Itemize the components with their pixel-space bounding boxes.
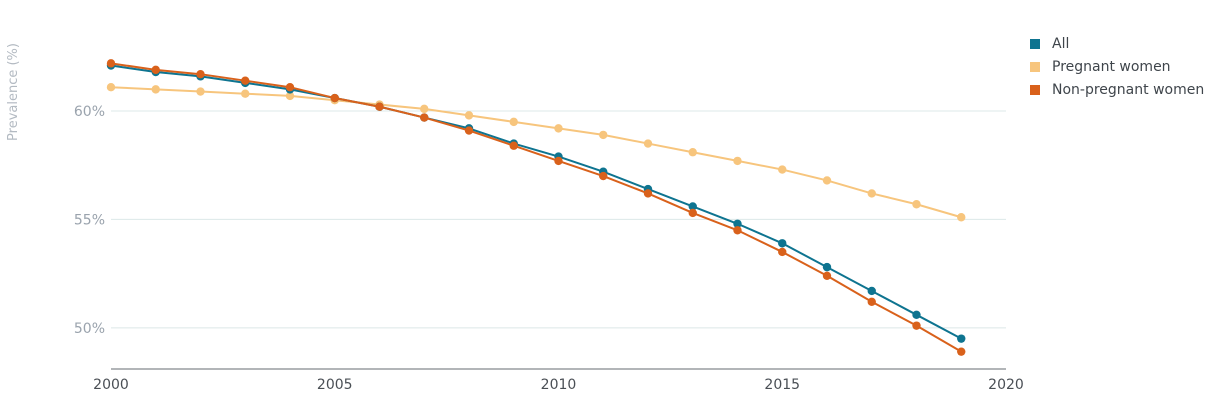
data-point bbox=[464, 111, 474, 120]
data-point bbox=[106, 82, 116, 92]
y-tick-label: 50% bbox=[74, 321, 105, 337]
series-line bbox=[110, 86, 962, 219]
data-point bbox=[778, 165, 787, 174]
series-all bbox=[106, 61, 966, 343]
y-axis-title: Prevalence (%) bbox=[6, 43, 21, 141]
legend-label: Pregnant women bbox=[1052, 58, 1171, 75]
legend-label: Non-pregnant women bbox=[1052, 81, 1205, 98]
x-tick-label: 2015 bbox=[764, 377, 800, 393]
data-point bbox=[688, 202, 697, 211]
data-point bbox=[464, 126, 474, 135]
data-point bbox=[509, 141, 518, 150]
data-point bbox=[285, 82, 295, 92]
data-point bbox=[375, 102, 384, 111]
legend-swatch-icon bbox=[1030, 84, 1040, 95]
legend-label: All bbox=[1052, 35, 1070, 52]
data-point bbox=[554, 124, 563, 133]
data-point bbox=[643, 139, 653, 148]
legend-item[interactable]: Non-pregnant women bbox=[1030, 78, 1204, 101]
data-point bbox=[733, 156, 742, 166]
data-point bbox=[420, 104, 429, 114]
x-tick-labels: 2000 2005 2010 2015 2020 bbox=[93, 377, 1024, 393]
legend-swatch-icon bbox=[1030, 61, 1040, 72]
data-point bbox=[151, 65, 160, 75]
data-point bbox=[957, 347, 966, 356]
data-point bbox=[778, 239, 787, 248]
series-lines bbox=[106, 59, 966, 356]
data-point bbox=[867, 189, 876, 198]
data-point bbox=[241, 76, 250, 85]
data-point bbox=[106, 59, 116, 68]
data-point bbox=[733, 226, 742, 235]
data-point bbox=[554, 156, 563, 166]
data-point bbox=[599, 130, 608, 140]
data-point bbox=[330, 93, 339, 103]
data-point bbox=[643, 189, 653, 198]
y-tick-label: 60% bbox=[74, 104, 105, 120]
data-point bbox=[599, 171, 608, 181]
x-tick-label: 2020 bbox=[988, 377, 1024, 393]
data-point bbox=[688, 148, 697, 157]
data-point bbox=[822, 176, 832, 185]
data-point bbox=[912, 321, 921, 330]
data-point bbox=[867, 297, 876, 307]
series-line bbox=[110, 64, 962, 340]
data-point bbox=[912, 310, 921, 320]
x-tick-label: 2010 bbox=[541, 377, 577, 393]
x-tick-label: 2005 bbox=[317, 377, 353, 393]
data-point bbox=[151, 85, 160, 94]
x-tick-label: 2000 bbox=[93, 377, 129, 393]
data-point bbox=[957, 334, 966, 343]
data-point bbox=[778, 247, 787, 257]
data-point bbox=[733, 219, 742, 228]
data-point bbox=[509, 117, 518, 127]
data-point bbox=[688, 208, 697, 218]
series-non-pregnant-women bbox=[106, 59, 966, 356]
grid-lines bbox=[111, 110, 1006, 329]
legend-item[interactable]: Pregnant women bbox=[1030, 55, 1204, 78]
data-point bbox=[822, 262, 832, 272]
series-line bbox=[110, 62, 962, 353]
data-point bbox=[822, 271, 832, 280]
legend-item[interactable]: All bbox=[1030, 32, 1204, 55]
legend: All Pregnant women Non-pregnant women bbox=[1030, 32, 1204, 101]
data-point bbox=[867, 286, 876, 296]
data-point bbox=[420, 113, 429, 122]
data-point bbox=[957, 213, 966, 222]
y-tick-labels: 50% 55% 60% bbox=[74, 104, 105, 337]
data-point bbox=[912, 200, 921, 209]
data-point bbox=[196, 69, 205, 79]
series-pregnant-women bbox=[106, 82, 966, 222]
data-point bbox=[196, 87, 205, 96]
y-tick-label: 55% bbox=[74, 212, 105, 228]
data-point bbox=[285, 91, 295, 101]
data-point bbox=[241, 89, 250, 98]
legend-swatch-icon bbox=[1030, 38, 1040, 49]
